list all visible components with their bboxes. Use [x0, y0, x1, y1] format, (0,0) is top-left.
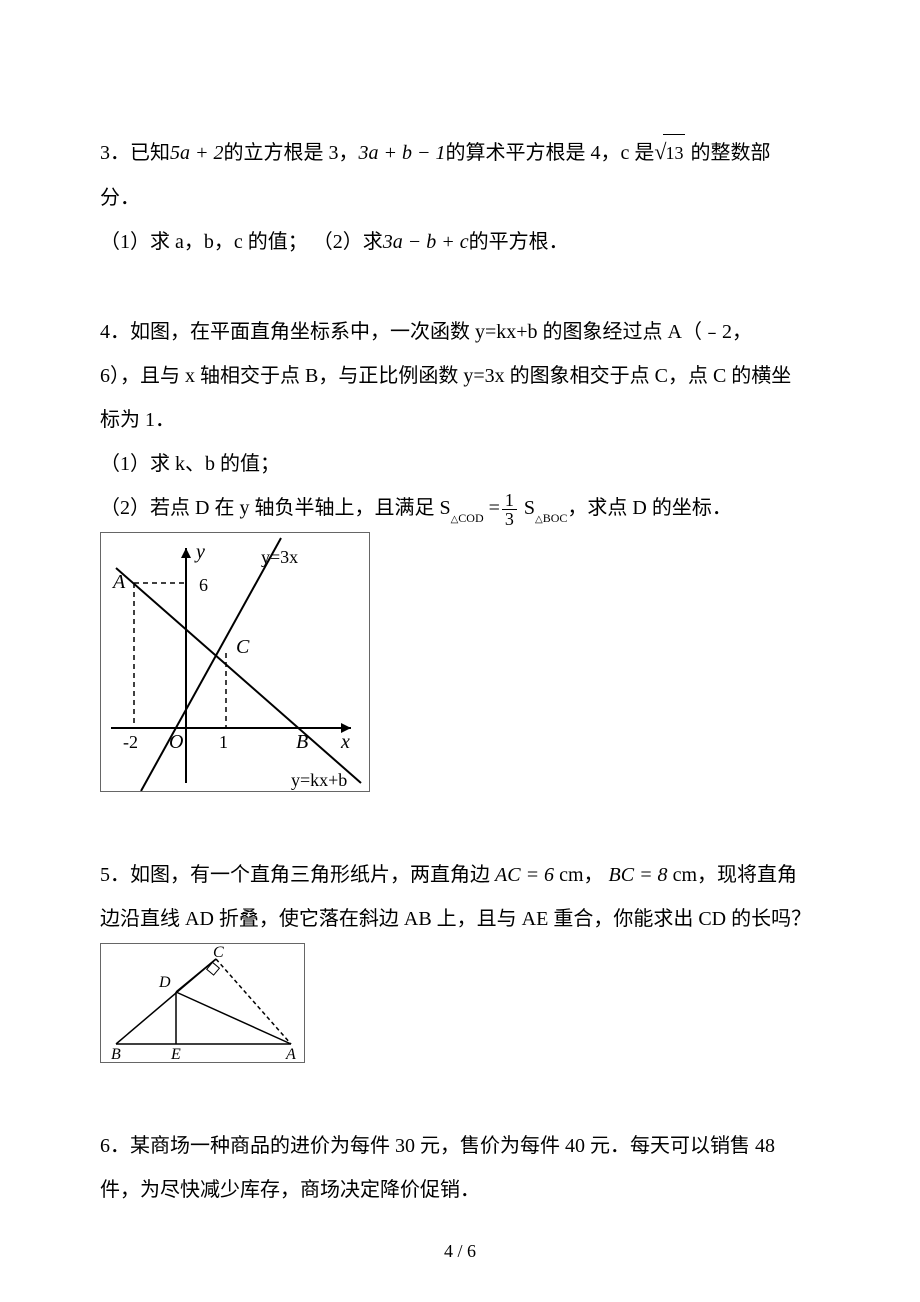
label-D: D — [158, 974, 171, 991]
p3-part1: （1）求 a，b，c 的值； — [100, 231, 308, 253]
line-DC — [176, 959, 216, 992]
p3-expr3: 3a − b + c — [383, 231, 469, 253]
label-B: B — [111, 1046, 121, 1062]
label-x: x — [340, 731, 350, 753]
p5-unit1: cm， — [554, 864, 603, 886]
p3-expr2: 3a + b − 1 — [359, 142, 446, 164]
p5-bc: BC = 8 — [604, 864, 668, 886]
p3-pre: 3．已知 — [100, 142, 170, 164]
tick-1: 1 — [219, 732, 228, 752]
p5-line1: 5．如图，有一个直角三角形纸片，两直角边 AC = 6 cm， BC = 8 c… — [100, 855, 820, 895]
line-DA — [176, 992, 291, 1044]
p4-S2: S — [519, 497, 535, 519]
line-y3x — [141, 538, 281, 791]
sqrt-13: √13 — [654, 130, 685, 174]
problem-3-parts: （1）求 a，b，c 的值； （2）求3a − b + c的平方根． — [100, 222, 820, 262]
p4-part1: （1）求 k、b 的值； — [100, 444, 820, 484]
p3-mid2: 的算术平方根是 4，c 是 — [446, 142, 655, 164]
p6-line2: 件，为尽快减少库存，商场决定降价促销． — [100, 1170, 820, 1210]
label-E: E — [170, 1046, 181, 1062]
p4-part2: （2）若点 D 在 y 轴负半轴上，且满足 S△△CODCOD =13 S△△B… — [100, 488, 820, 528]
label-ykxb: y=kx+b — [291, 770, 347, 790]
y-arrow-icon — [181, 548, 191, 558]
p6-line1: 6．某商场一种商品的进价为每件 30 元，售价为每件 40 元．每天可以销售 4… — [100, 1126, 820, 1166]
p4-line3: 标为 1． — [100, 400, 820, 440]
p3-part2-tail: 的平方根． — [469, 231, 569, 253]
problem-3-line2: 分． — [100, 178, 820, 218]
problem-3: 3．已知5a + 2的立方根是 3，3a + b − 1的算术平方根是 4，c … — [100, 130, 820, 262]
line-CA-dash — [216, 959, 291, 1044]
p4-line1: 4．如图，在平面直角坐标系中，一次函数 y=kx+b 的图象经过点 A（﹣2， — [100, 312, 820, 352]
fraction-one-third: 13 — [502, 491, 517, 528]
page-number: 4 / 6 — [0, 1241, 920, 1262]
tick-neg2: -2 — [123, 732, 138, 752]
problem-6: 6．某商场一种商品的进价为每件 30 元，售价为每件 40 元．每天可以销售 4… — [100, 1126, 820, 1210]
label-C: C — [236, 636, 250, 658]
problem-3-line1: 3．已知5a + 2的立方根是 3，3a + b − 1的算术平方根是 4，c … — [100, 130, 820, 174]
label-C: C — [213, 944, 224, 961]
figure-triangle: B E A D C — [100, 943, 305, 1063]
label-y: y — [194, 541, 205, 563]
p5-pre: 5．如图，有一个直角三角形纸片，两直角边 — [100, 864, 490, 886]
p4-sub2: △△BOCBOC — [535, 511, 567, 525]
label-A: A — [111, 571, 126, 593]
p3-mid1: 的立方根是 3， — [224, 142, 359, 164]
label-A: A — [285, 1046, 296, 1062]
line-ykxb — [116, 568, 361, 783]
p5-unit2: cm，现将直角 — [668, 864, 797, 886]
problem-4: 4．如图，在平面直角坐标系中，一次函数 y=kx+b 的图象经过点 A（﹣2， … — [100, 312, 820, 805]
p4-part2-tail: ，求点 D 的坐标． — [567, 497, 731, 519]
p3-tail1: 的整数部 — [685, 142, 770, 164]
p5-ac: AC = 6 — [490, 864, 554, 886]
tick-6: 6 — [199, 575, 208, 595]
p4-line2: 6），且与 x 轴相交于点 B，与正比例函数 y=3x 的图象相交于点 C，点 … — [100, 356, 820, 396]
label-O: O — [169, 731, 183, 753]
label-y3x: y=3x — [261, 547, 298, 567]
label-B: B — [296, 731, 308, 753]
figure-coordinate-graph: y x O A B C -2 1 6 y=3x y=kx+b — [100, 532, 370, 792]
p3-part2-label: （2）求 — [313, 231, 383, 253]
p4-sub1: △△CODCOD — [451, 511, 484, 525]
p3-expr1: 5a + 2 — [170, 142, 224, 164]
p4-eq: = — [484, 497, 500, 519]
p4-part2-pre: （2）若点 D 在 y 轴负半轴上，且满足 S — [100, 497, 451, 519]
p5-line2: 边沿直线 AD 折叠，使它落在斜边 AB 上，且与 AE 重合，你能求出 CD … — [100, 899, 820, 939]
problem-5: 5．如图，有一个直角三角形纸片，两直角边 AC = 6 cm， BC = 8 c… — [100, 855, 820, 1076]
